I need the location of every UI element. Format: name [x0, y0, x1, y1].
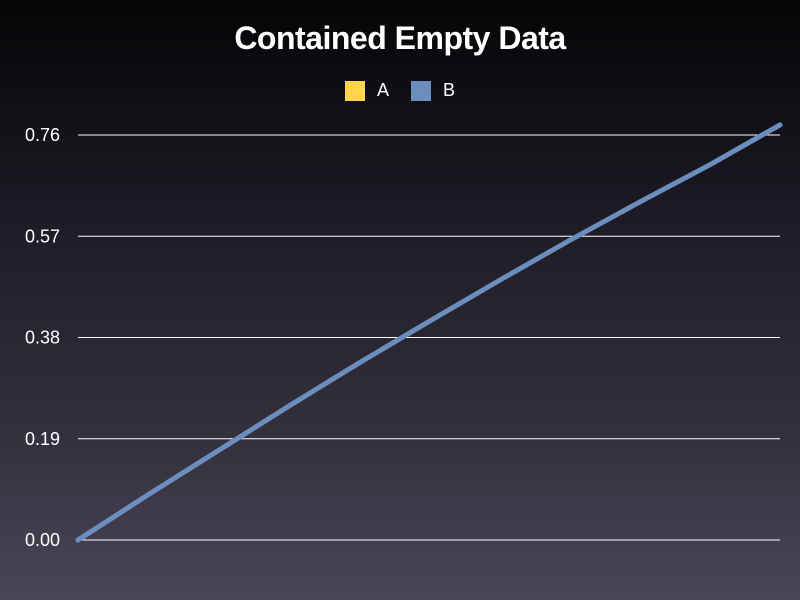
y-tick-label-3: 0.57 — [25, 226, 60, 246]
legend: A B — [0, 80, 800, 101]
legend-label-a: A — [376, 80, 389, 100]
y-tick-label-2: 0.38 — [25, 328, 60, 348]
y-tick-label-4: 0.76 — [25, 125, 60, 145]
legend-swatch-b — [411, 80, 431, 101]
y-tick-labels: 0.00 0.19 0.38 0.57 0.76 — [25, 125, 60, 550]
y-tick-label-1: 0.19 — [25, 429, 60, 449]
y-tick-label-0: 0.00 — [25, 530, 60, 550]
series-layer — [75, 122, 783, 543]
grid-layer — [78, 134, 780, 541]
legend-swatch-a — [344, 80, 365, 101]
chart-title: Contained Empty Data — [234, 20, 566, 56]
series-line-b — [75, 122, 783, 543]
legend-item-b[interactable]: B — [411, 80, 455, 101]
legend-label-b: B — [443, 80, 456, 100]
legend-item-a[interactable]: A — [344, 80, 389, 101]
